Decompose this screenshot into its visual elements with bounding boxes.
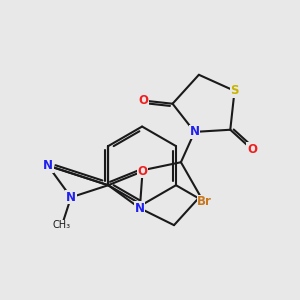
Text: CH₃: CH₃: [53, 220, 71, 230]
Text: N: N: [43, 159, 53, 172]
Text: Br: Br: [197, 195, 212, 208]
Text: O: O: [138, 94, 148, 107]
Text: O: O: [247, 143, 257, 156]
Text: O: O: [137, 165, 147, 178]
Text: N: N: [135, 202, 145, 215]
Text: N: N: [190, 125, 200, 138]
Text: S: S: [230, 84, 239, 97]
Text: N: N: [66, 191, 76, 204]
